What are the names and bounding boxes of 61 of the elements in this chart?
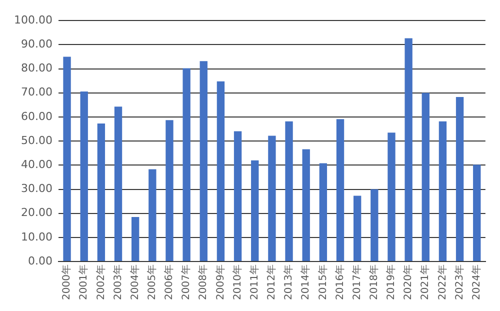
x-tick-label: 2013年: [282, 264, 295, 300]
bar: [251, 160, 259, 262]
x-tick-label: 2020年: [402, 264, 414, 300]
bar: [131, 216, 140, 262]
bar: [216, 81, 225, 262]
x-tick-label: 2003年: [112, 264, 124, 300]
y-tick-label: 20.00: [20, 206, 52, 220]
bar: [388, 132, 396, 262]
bar: [268, 136, 276, 262]
bar: [182, 68, 190, 262]
x-tick-label: 2011年: [248, 264, 260, 300]
x-tick-label: 2022年: [436, 264, 448, 300]
bar: [438, 121, 447, 262]
x-tick-label: 2007年: [180, 264, 192, 300]
x-tick-label: 2009年: [214, 264, 226, 300]
x-tick-label: 2015年: [316, 264, 329, 300]
x-tick-label: 2024年: [470, 264, 482, 300]
y-tick-label: 60.00: [20, 110, 52, 123]
x-tick-label: 2012年: [266, 264, 278, 300]
y-tick-label: 70.00: [20, 86, 52, 99]
bar: [456, 96, 464, 262]
x-tick-label: 2000年: [60, 264, 73, 300]
bar: [354, 196, 362, 262]
x-tick-label: 2017年: [350, 264, 363, 300]
bar: [336, 119, 344, 262]
x-tick-label: 2006年: [163, 264, 176, 300]
y-tick-label: 40.00: [20, 158, 52, 172]
bar: [97, 123, 106, 262]
bar: [370, 189, 378, 262]
bar: [422, 92, 430, 262]
bar: [404, 38, 412, 262]
bar: [63, 56, 71, 262]
bar: [114, 106, 122, 262]
bar: [473, 164, 481, 262]
x-tick-label: 2004年: [128, 264, 141, 300]
x-tick-label: 2021年: [419, 264, 432, 300]
y-tick-label: 50.00: [20, 134, 52, 147]
bar: [285, 121, 293, 262]
bar: [166, 120, 174, 262]
bar: [302, 149, 310, 262]
y-tick-label: 30.00: [20, 182, 52, 196]
x-tick-label: 2019年: [385, 264, 398, 300]
x-tick-label: 2018年: [368, 264, 380, 300]
y-tick-label: 90.00: [20, 38, 52, 51]
bar: [80, 91, 88, 262]
bar: [319, 163, 328, 262]
y-tick-label: 0.00: [28, 254, 52, 268]
bar: [200, 61, 208, 262]
x-tick-label: 2014年: [300, 264, 312, 300]
x-tick-label: 2005年: [146, 264, 158, 300]
x-tick-label: 2008年: [197, 264, 210, 300]
bar: [234, 131, 242, 262]
x-tick-label: 2010年: [231, 264, 244, 300]
x-tick-label: 2001年: [78, 264, 90, 300]
y-tick-label: 80.00: [20, 62, 52, 75]
x-tick-label: 2023年: [453, 264, 466, 300]
y-tick-label: 100.00: [14, 13, 52, 26]
y-tick-label: 10.00: [20, 230, 52, 244]
bar: [148, 169, 156, 262]
x-tick-label: 2002年: [94, 264, 107, 300]
x-tick-label: 2016年: [334, 264, 346, 300]
